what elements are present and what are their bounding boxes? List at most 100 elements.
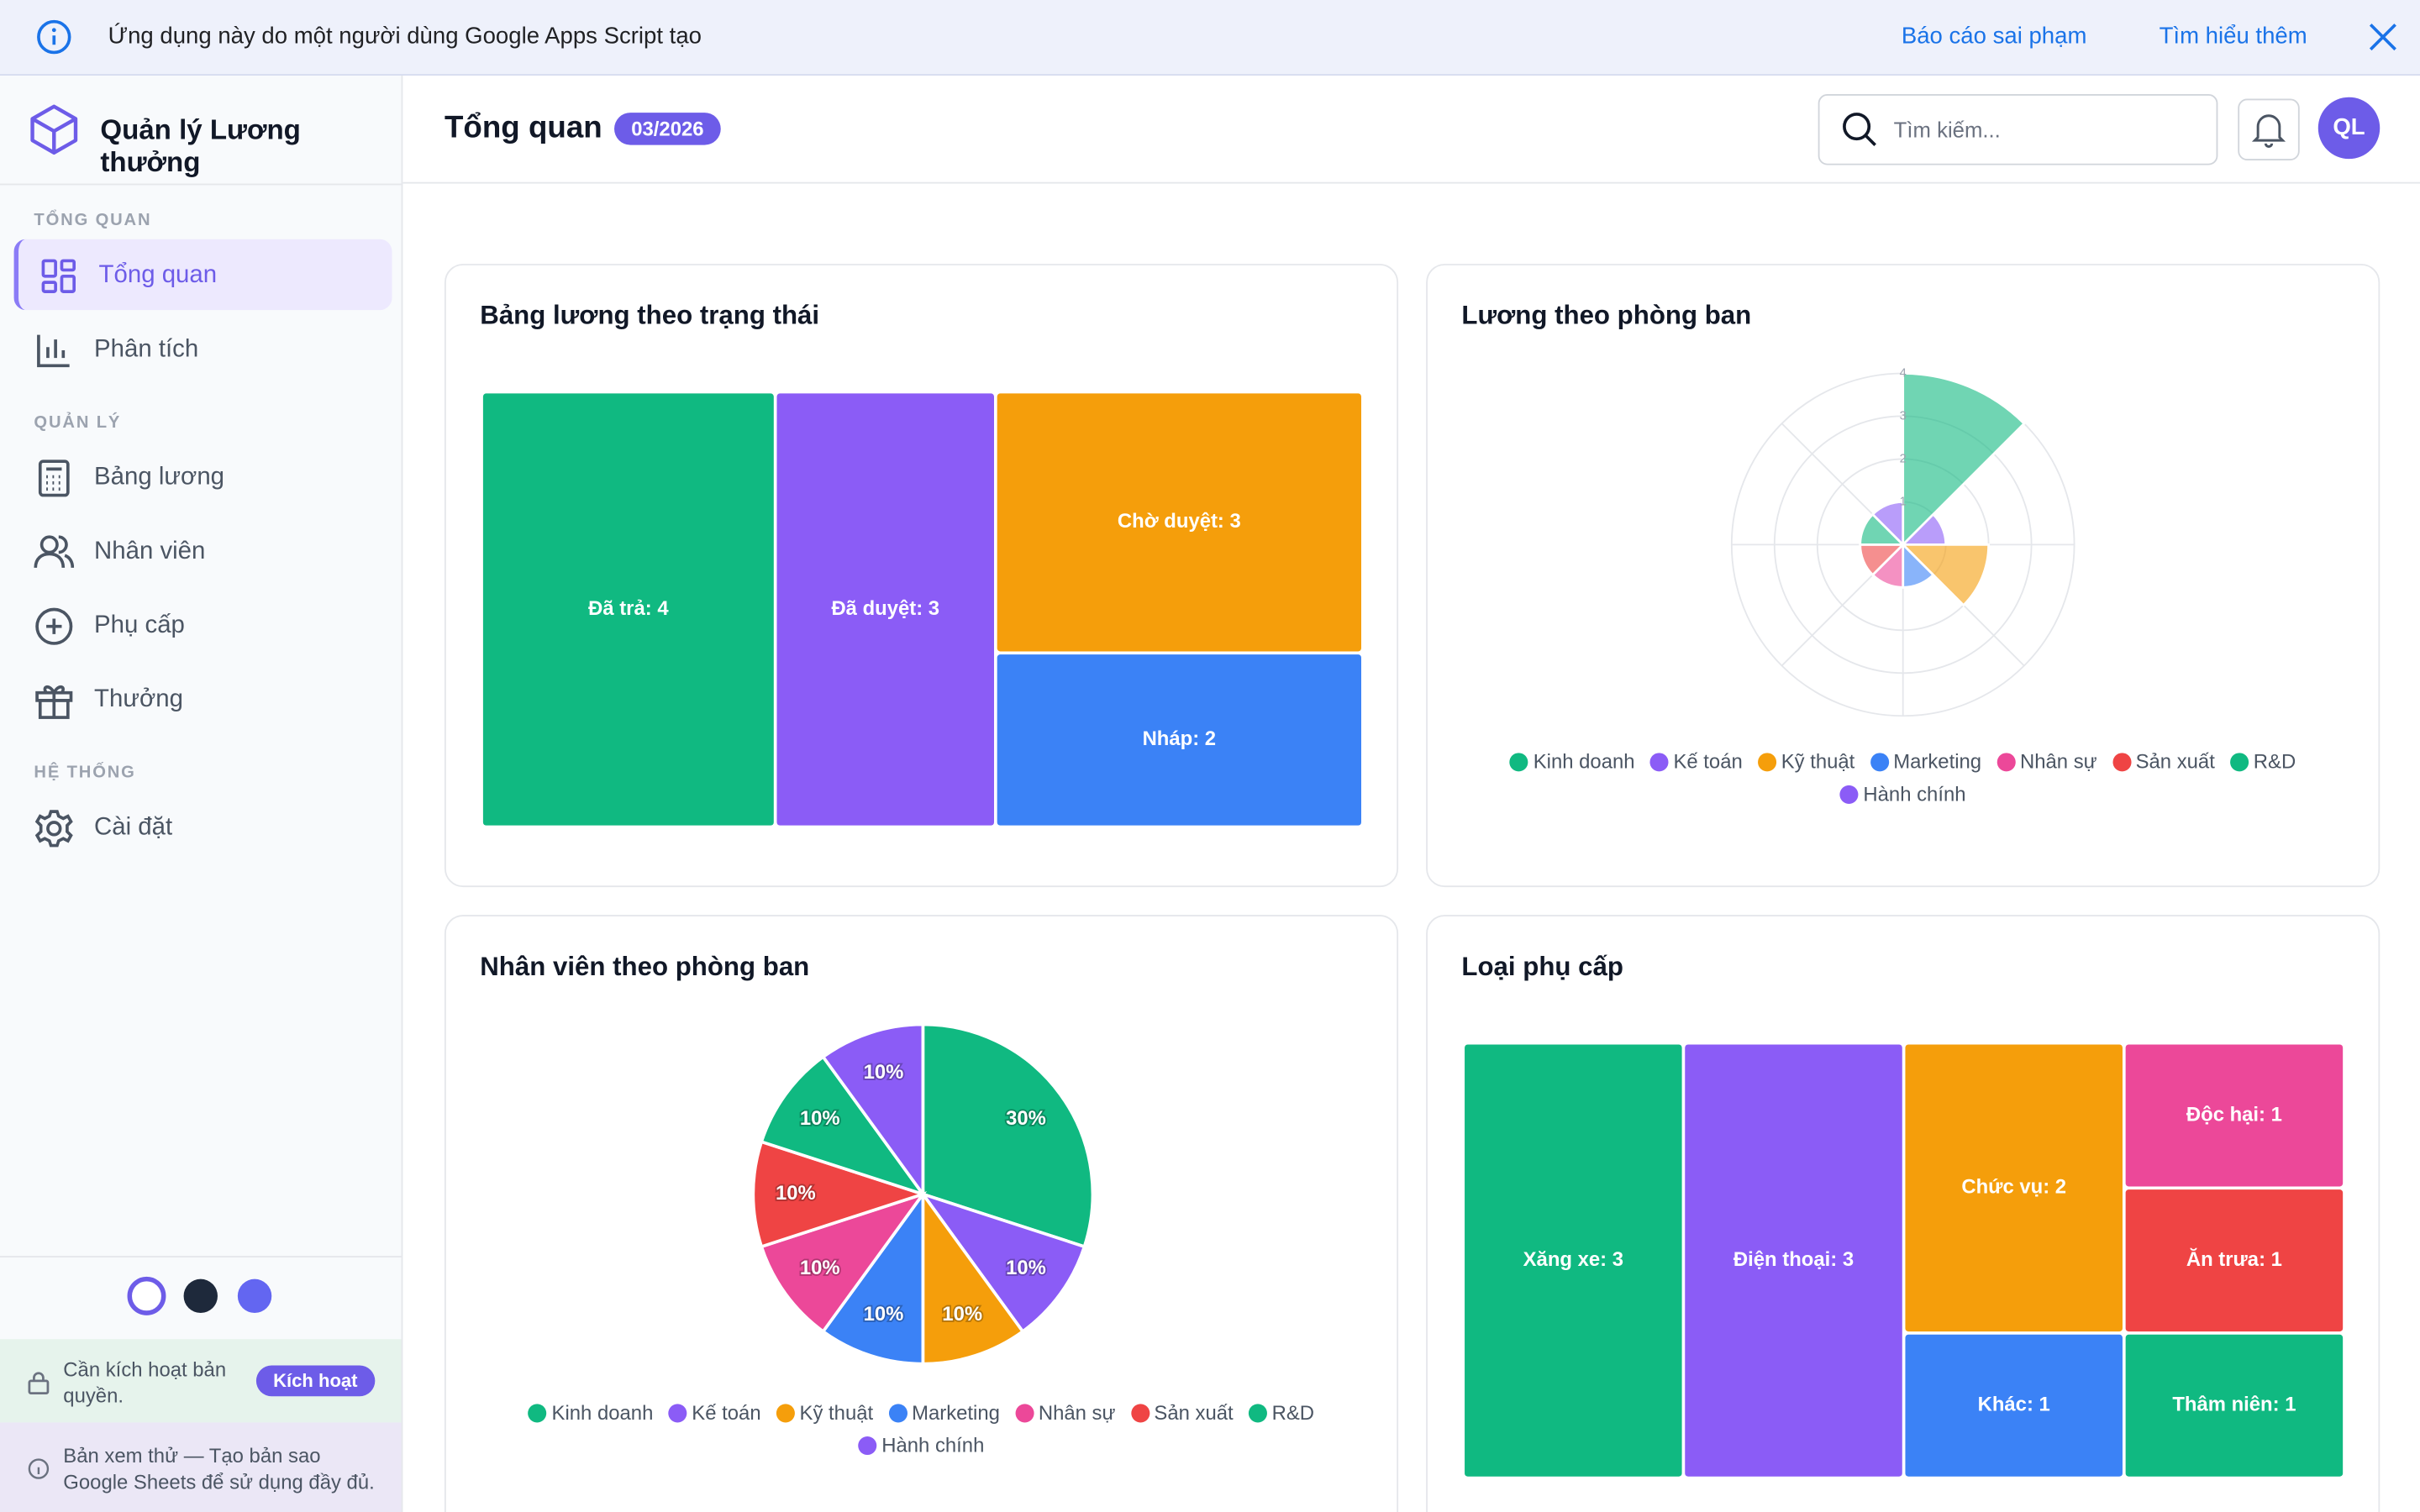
pie-slice: [921, 1022, 1095, 1249]
legend-swatch: [528, 1403, 548, 1422]
legend: Kinh doanh Kế toán Kỹ thuật Marketing Nhân s…: [1505, 750, 2302, 806]
cell-label: Khác: 1: [1978, 1394, 2050, 1416]
cell-label: Thâm niên: 1: [2172, 1394, 2296, 1416]
cell-label: Độc hại: 1: [2186, 1103, 2282, 1126]
treemap-cell: [1905, 1044, 2123, 1332]
search-box[interactable]: Tìm kiếm...: [1818, 94, 2218, 165]
legend-label: Kế toán: [1673, 749, 1743, 774]
legend-label: Kỹ thuật: [799, 1400, 874, 1425]
pie-slice: [821, 1189, 925, 1366]
legend-swatch: [2112, 752, 2132, 771]
divider: [0, 1256, 402, 1257]
legend-label: Sản xuất: [1154, 1400, 1234, 1425]
legend: Kinh doanh Kế toán Kỹ thuật Marketing Nhân s…: [523, 1401, 1320, 1457]
treemap-cell: [1465, 1044, 1682, 1477]
slice-label: 10%: [800, 1257, 840, 1279]
cell-label: Ăn trưa: 1: [2186, 1247, 2282, 1271]
legend-item: Nhân sự: [1996, 750, 2097, 773]
nav-item[interactable]: Bảng lương: [14, 441, 387, 512]
slice-label: 10%: [864, 1061, 904, 1084]
nav-item[interactable]: Tổng quan: [13, 239, 392, 311]
cell-label: Chức vụ: 2: [1961, 1176, 2066, 1199]
nav-label: Tổng quan: [98, 262, 218, 289]
legend-label: Marketing: [1893, 749, 1982, 774]
nav-label: Bảng lương: [94, 464, 225, 491]
legend-label: Marketing: [912, 1400, 1000, 1425]
brand-logo: [30, 104, 78, 155]
pie-slice: [918, 1191, 1086, 1334]
legend-swatch: [1870, 752, 1889, 771]
r-tick-label: 4: [1900, 366, 1907, 380]
nav-label: Phụ cấp: [94, 612, 185, 639]
nav-item[interactable]: Phân tích: [14, 313, 387, 384]
notification-button[interactable]: [2238, 98, 2300, 161]
legend-swatch: [1996, 752, 2016, 771]
legend-label: Nhân sự: [1038, 1400, 1116, 1425]
treemap-cell: [1905, 1334, 2123, 1477]
banner-text: Ứng dụng này do một người dùng Google Ap…: [108, 23, 702, 50]
legend-label: Sản xuất: [2135, 749, 2215, 774]
legend-swatch: [2230, 752, 2249, 771]
slice-label: 10%: [864, 1303, 904, 1326]
close-button[interactable]: [2368, 22, 2399, 53]
nav-item[interactable]: Phụ cấp: [14, 590, 387, 660]
treemap-cell: [997, 393, 1362, 652]
polar-sector: [1902, 372, 2026, 548]
polar-sector: [1870, 501, 1905, 548]
slice-label: 30%: [1006, 1107, 1046, 1130]
theme-switcher[interactable]: [124, 1273, 308, 1319]
nav-label: Nhân viên: [94, 538, 206, 565]
icon: [34, 535, 75, 569]
nav-item[interactable]: Thưởng: [14, 664, 387, 734]
legend-label: Kế toán: [692, 1400, 761, 1425]
chart-title: Nhân viên theo phòng ban: [480, 952, 810, 982]
bell-icon: [2251, 114, 2286, 148]
treemap-cell: [482, 393, 774, 826]
legend-swatch: [1839, 784, 1859, 804]
search-placeholder: Tìm kiếm...: [1893, 117, 2001, 142]
legend-swatch: [1649, 752, 1669, 771]
legend-swatch: [776, 1403, 796, 1422]
activate-button[interactable]: Kích hoạt: [255, 1365, 375, 1397]
page-title: Tổng quan: [444, 111, 602, 145]
legend-item: Sản xuất: [2112, 749, 2215, 774]
learn-more-link[interactable]: Tìm hiểu thêm: [2159, 23, 2307, 50]
legend-item: Hành chính: [858, 1433, 985, 1457]
chart-title: Bảng lương theo trạng thái: [480, 301, 820, 331]
legend-label: Kỹ thuật: [1781, 749, 1855, 774]
avatar[interactable]: QL: [2317, 97, 2381, 160]
trial-box: Bản xem thử — Tạo bản sao Google Sheets …: [0, 1422, 402, 1512]
cell-label: Đã duyệt: 3: [831, 597, 939, 620]
legend-swatch: [888, 1403, 908, 1422]
chart-title: Lương theo phòng ban: [1461, 301, 1752, 331]
icon: [41, 259, 76, 293]
report-link[interactable]: Báo cáo sai phạm: [1901, 23, 2087, 50]
legend-swatch: [1758, 752, 1777, 771]
pie-slice: [921, 1189, 1025, 1366]
nav-label: Cài đặt: [94, 814, 173, 842]
treemap-cell: [776, 393, 995, 826]
nav-label: Thưởng: [94, 686, 183, 713]
trial-text: Bản xem thử — Tạo bản sao Google Sheets …: [63, 1444, 375, 1494]
cell-label: Xăng xe: 3: [1523, 1248, 1623, 1271]
r-tick-label: 3: [1900, 409, 1907, 423]
section-title: QUẢN LÝ: [34, 413, 122, 433]
legend-item: Kinh doanh: [1510, 750, 1635, 773]
chart-title: Loại phụ cấp: [1461, 952, 1623, 982]
legend-label: Hành chính: [881, 1433, 985, 1457]
nav-item[interactable]: Cài đặt: [14, 791, 387, 862]
treemap-cell: [1685, 1044, 1902, 1477]
legend-item: Hành chính: [1839, 782, 1966, 806]
pie-slice: [759, 1054, 928, 1198]
legend-item: Kinh doanh: [528, 1401, 653, 1424]
top-bar: Tổng quan 03/2026 Tìm kiếm... QL: [402, 76, 2420, 184]
license-box: Cần kích hoạt bản quyền. Kích hoạt: [0, 1339, 402, 1423]
section-title: TỔNG QUAN: [34, 211, 152, 230]
treemap-cell: [2125, 1334, 2344, 1477]
nav-item[interactable]: Nhân viên: [14, 515, 387, 585]
chart-card: Đã trả: 4 Đã duyệt: 3 Chờ duyệt: 3 Nháp: 2 B…: [444, 264, 1399, 888]
sidebar: Quản lý Lương thưởng TỔNG QUAN Tổng quan…: [0, 76, 403, 1512]
slice-label: 10%: [942, 1303, 982, 1326]
info-banner: Ứng dụng này do một người dùng Google Ap…: [0, 0, 2420, 76]
